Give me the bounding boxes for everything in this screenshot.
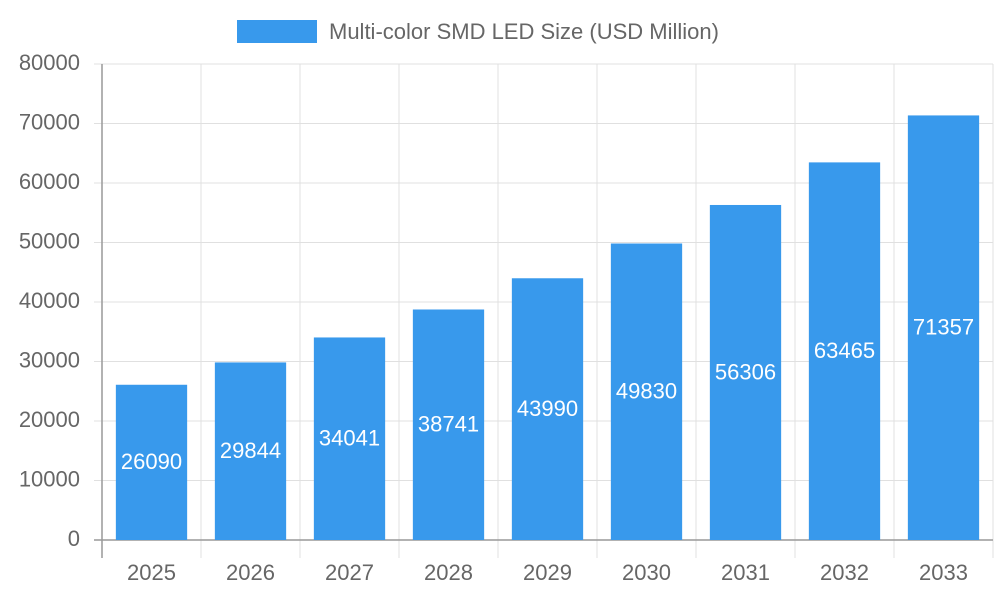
y-tick-label: 20000 bbox=[19, 407, 80, 432]
bar bbox=[313, 337, 386, 540]
y-tick-label: 50000 bbox=[19, 228, 80, 253]
bar bbox=[709, 204, 782, 540]
x-tick-label: 2027 bbox=[325, 560, 374, 585]
legend-swatch bbox=[237, 20, 317, 43]
data-label: 29844 bbox=[220, 438, 281, 463]
y-tick-label: 40000 bbox=[19, 288, 80, 313]
y-tick-label: 0 bbox=[68, 526, 80, 551]
bar bbox=[412, 309, 485, 540]
x-tick-label: 2029 bbox=[523, 560, 572, 585]
x-tick-label: 2026 bbox=[226, 560, 275, 585]
bar bbox=[511, 278, 584, 540]
x-tick-label: 2033 bbox=[919, 560, 968, 585]
y-tick-label: 10000 bbox=[19, 466, 80, 491]
y-tick-label: 60000 bbox=[19, 169, 80, 194]
bar bbox=[907, 115, 980, 541]
data-label: 34041 bbox=[319, 426, 380, 451]
y-tick-label: 30000 bbox=[19, 347, 80, 372]
bar bbox=[115, 384, 188, 540]
y-tick-label: 70000 bbox=[19, 109, 80, 134]
bar bbox=[610, 243, 683, 540]
bar bbox=[214, 362, 287, 540]
y-tick-label: 80000 bbox=[19, 50, 80, 75]
data-label: 71357 bbox=[913, 315, 974, 340]
data-label: 26090 bbox=[121, 449, 182, 474]
data-label: 38741 bbox=[418, 412, 479, 437]
x-tick-label: 2030 bbox=[622, 560, 671, 585]
data-label: 63465 bbox=[814, 338, 875, 363]
x-tick-label: 2025 bbox=[127, 560, 176, 585]
data-label: 49830 bbox=[616, 379, 677, 404]
legend-label: Multi-color SMD LED Size (USD Million) bbox=[329, 19, 719, 44]
data-label: 56306 bbox=[715, 359, 776, 384]
data-label: 43990 bbox=[517, 396, 578, 421]
x-tick-label: 2031 bbox=[721, 560, 770, 585]
x-tick-label: 2028 bbox=[424, 560, 473, 585]
x-tick-label: 2032 bbox=[820, 560, 869, 585]
bar bbox=[808, 162, 881, 541]
